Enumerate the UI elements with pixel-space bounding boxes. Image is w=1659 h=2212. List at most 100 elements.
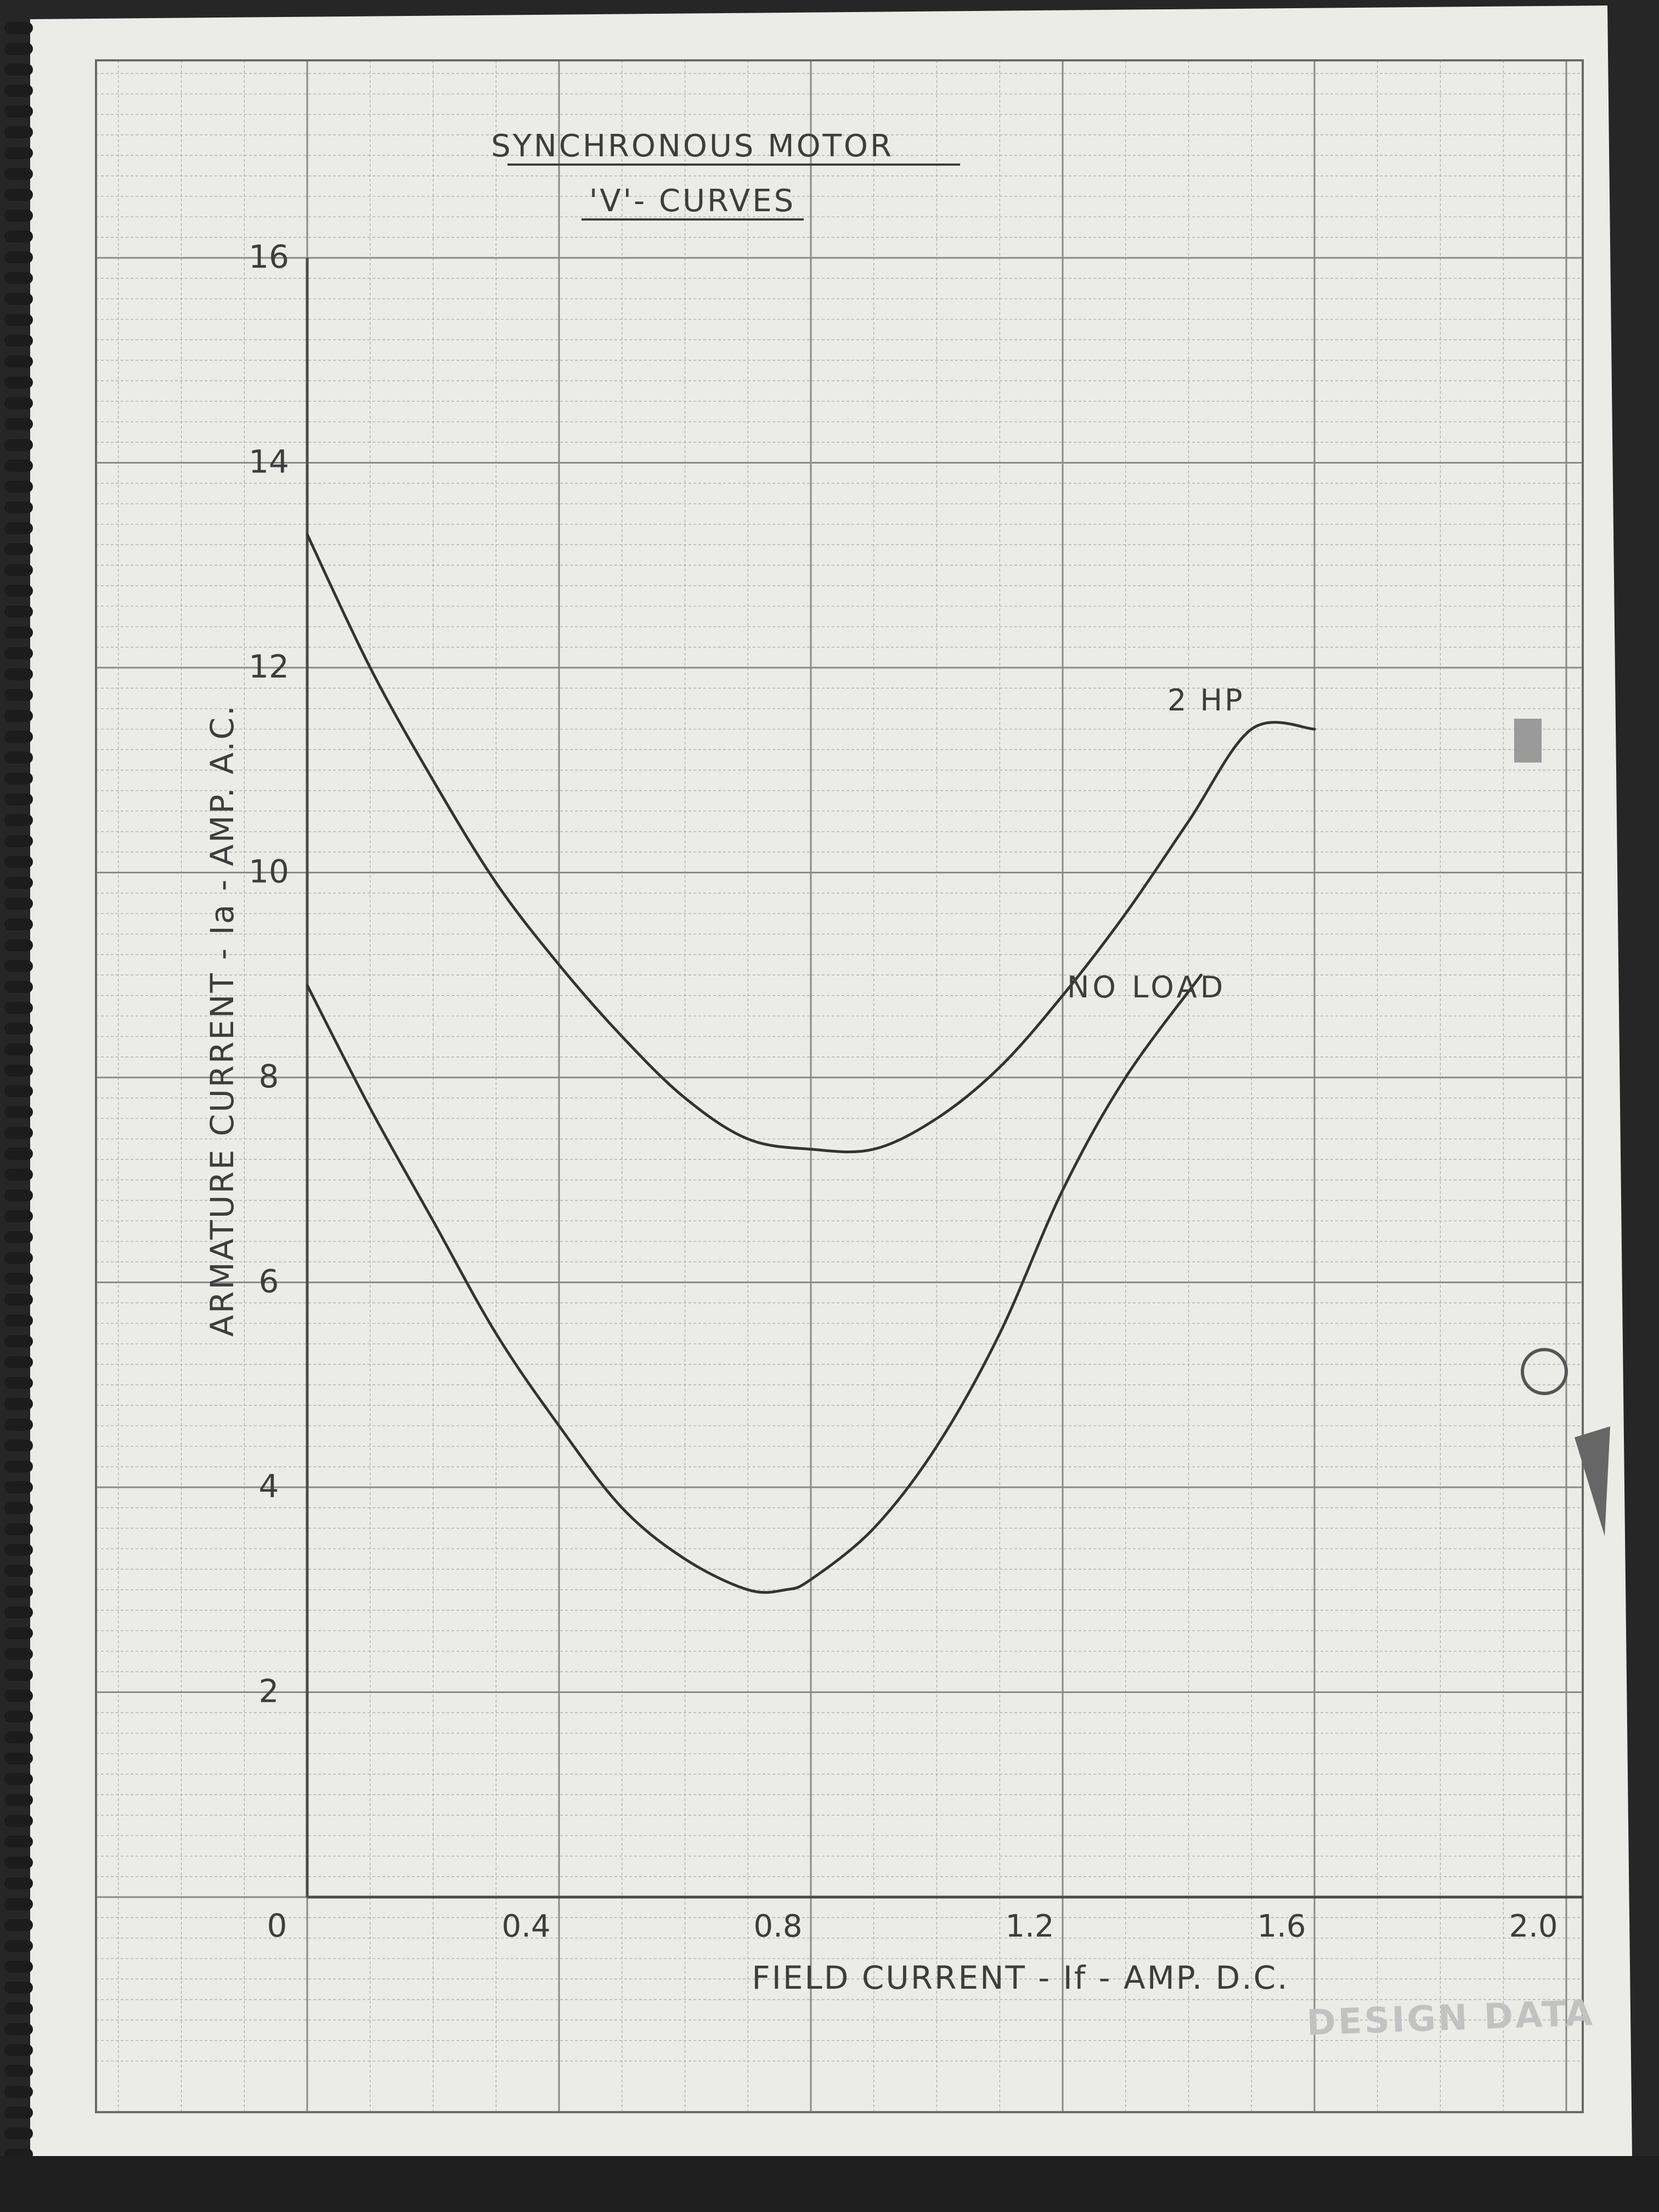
origin-label: 0 [267, 1907, 287, 1944]
spiral-ring [4, 293, 33, 305]
spiral-ring [4, 1189, 33, 1201]
series-label-2hp: 2 HP [1167, 683, 1245, 718]
y-tick-label: 16 [249, 238, 289, 275]
spiral-ring [4, 1085, 33, 1097]
spiral-ring [4, 793, 33, 805]
spiral-ring [4, 1627, 33, 1639]
spiral-ring [4, 1857, 33, 1869]
spiral-ring [4, 1982, 33, 1994]
spiral-ring [4, 43, 33, 55]
spiral-ring [4, 189, 33, 201]
spiral-ring [4, 335, 33, 347]
spiral-ring [4, 1877, 33, 1889]
series-layer [306, 533, 1316, 1594]
spiral-ring [4, 1273, 33, 1285]
spiral-ring [4, 22, 33, 34]
spiral-ring [4, 1231, 33, 1243]
y-axis-label: ARMATURE CURRENT - Ia - AMP. A.C. [204, 704, 241, 1336]
spiral-ring [4, 1064, 33, 1076]
spiral-ring [4, 939, 33, 951]
spiral-ring [4, 418, 33, 430]
spiral-ring [4, 2128, 33, 2140]
spiral-ring [4, 1398, 33, 1410]
spiral-ring [4, 1502, 33, 1514]
spiral-ring [4, 1606, 33, 1618]
spiral-ring [4, 1440, 33, 1452]
punch-hole [1521, 1348, 1568, 1395]
spiral-ring [4, 2107, 33, 2119]
spiral-ring [4, 606, 33, 618]
spiral-ring [4, 64, 33, 76]
y-tick-label: 10 [249, 853, 289, 890]
spiral-ring [4, 1523, 33, 1535]
x-tick-label: 1.6 [1257, 1909, 1306, 1944]
spiral-ring [4, 1043, 33, 1056]
spiral-ring [4, 397, 33, 409]
spiral-ring [4, 2065, 33, 2077]
spiral-ring [4, 1294, 33, 1306]
y-tick-label: 6 [259, 1263, 279, 1300]
y-tick-label: 14 [249, 443, 289, 481]
spiral-ring [4, 1585, 33, 1598]
spiral-ring [4, 647, 33, 659]
paper-sheet [30, 5, 1632, 2181]
spiral-ring [4, 814, 33, 826]
spiral-ring [4, 668, 33, 680]
spiral-ring [4, 1815, 33, 1827]
spiral-ring [4, 376, 33, 388]
spiral-ring [4, 856, 33, 868]
series-line-no-load [306, 973, 1203, 1594]
spiral-ring [4, 585, 33, 597]
spiral-ring [4, 877, 33, 889]
x-tick-label: 0.4 [501, 1909, 550, 1944]
spiral-ring [4, 1940, 33, 1952]
series-label-no-load: NO LOAD [1067, 970, 1226, 1005]
spiral-ring [4, 898, 33, 910]
spiral-ring [4, 1836, 33, 1848]
spiral-ring [4, 439, 33, 451]
spiral-ring [4, 230, 33, 242]
spiral-ring [4, 210, 33, 222]
spiral-ring [4, 1898, 33, 1910]
spiral-ring [4, 1106, 33, 1118]
spiral-ring [4, 2023, 33, 2035]
spiral-ring [4, 1148, 33, 1160]
spiral-ring [4, 710, 33, 722]
spiral-ring [4, 752, 33, 764]
edge-mark [1514, 719, 1542, 763]
spiral-ring [4, 1023, 33, 1035]
spiral-ring [4, 1377, 33, 1389]
spiral-ring [4, 1169, 33, 1181]
spiral-ring [4, 501, 33, 514]
x-tick-label: 2.0 [1509, 1909, 1558, 1944]
spiral-ring [4, 1335, 33, 1347]
spiral-ring [4, 147, 33, 159]
spiral-ring [4, 356, 33, 368]
spiral-ring [4, 1252, 33, 1264]
x-axis-label: FIELD CURRENT - If - AMP. D.C. [752, 1959, 1289, 1996]
spiral-ring [4, 1460, 33, 1472]
grid-border [95, 59, 1584, 2113]
y-tick-label: 2 [259, 1673, 279, 1710]
spiral-ring [4, 981, 33, 993]
spiral-binding [4, 22, 33, 2160]
x-tick-label: 0.8 [753, 1909, 802, 1944]
spiral-ring [4, 168, 33, 180]
spiral-ring [4, 1711, 33, 1723]
fine-grid [96, 60, 1583, 2112]
spiral-ring [4, 481, 33, 493]
spiral-ring [4, 627, 33, 639]
bottom-edge [0, 2156, 1659, 2212]
spiral-ring [4, 84, 33, 97]
spiral-ring [4, 1794, 33, 1806]
spiral-ring [4, 2086, 33, 2098]
spiral-ring [4, 1419, 33, 1431]
spiral-ring [4, 105, 33, 117]
x-tick-label: 1.2 [1005, 1909, 1054, 1944]
spiral-ring [4, 1731, 33, 1743]
spiral-ring [4, 1002, 33, 1014]
edge-shadow [1575, 1426, 1610, 1536]
spiral-ring [4, 1544, 33, 1556]
spiral-ring [4, 1481, 33, 1493]
